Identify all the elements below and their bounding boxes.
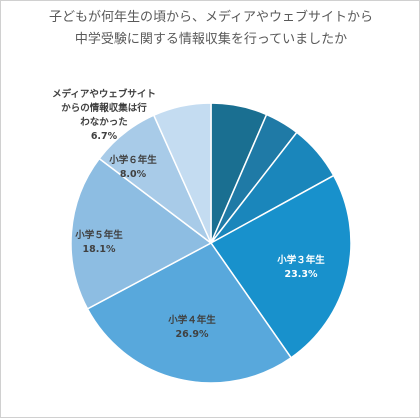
- slice-value: 26.9%: [176, 329, 209, 340]
- slice-label-text: 小学４年生: [167, 314, 216, 326]
- slice-label-text: 小学５年生: [74, 229, 123, 241]
- slice-label: 小学３年生 23.3%: [276, 254, 325, 280]
- slice-label: 小学４年生 26.9%: [167, 314, 216, 340]
- slice-label: 小学１年生 4.0%: [282, 90, 331, 116]
- slice-label-text: 小学２年生: [331, 134, 380, 146]
- slice-value: 4.0%: [294, 105, 321, 116]
- pie-slice: [70, 157, 213, 310]
- slice-label-text: 小学校入学前: [214, 74, 273, 86]
- slice-value: 6.5%: [343, 149, 370, 160]
- chart-title: 子どもが何年生の頃から、メディアやウェブサイトから 中学受験に関する情報収集を行…: [48, 10, 374, 47]
- slice-label-text: 小学６年生: [108, 154, 157, 166]
- slice-label-text: メディアやウェブサイト: [52, 88, 156, 100]
- slice-label-text: からの情報収集は行: [61, 102, 147, 114]
- slice-label: 小学６年生 8.0%: [108, 154, 157, 180]
- pie-slice: [209, 174, 352, 359]
- slice-label-text: 小学３年生: [276, 254, 325, 266]
- slice-label: 小学２年生 6.5%: [331, 134, 380, 160]
- slice-label-text: わなかった: [80, 117, 128, 128]
- slice-label-text: 小学１年生: [282, 90, 331, 102]
- slice-value: 6.5%: [231, 89, 258, 100]
- slice-value: 18.1%: [83, 244, 116, 255]
- slice-label: 小学５年生 18.1%: [74, 229, 123, 255]
- slice-value: 6.7%: [91, 131, 118, 142]
- slice-value: 8.0%: [120, 169, 147, 180]
- pie-slice: [86, 242, 293, 384]
- slice-label: 小学校入学前 6.5%: [214, 74, 273, 100]
- pie-slice: [152, 102, 212, 244]
- slice-value: 23.3%: [285, 269, 318, 280]
